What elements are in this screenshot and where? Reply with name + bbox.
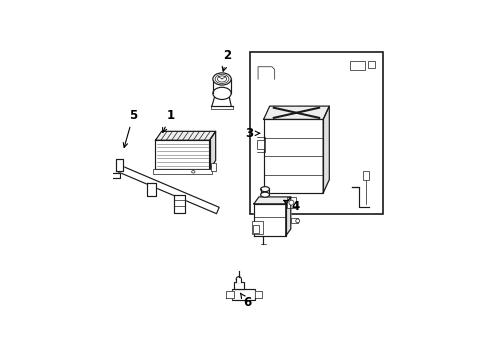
Bar (364, 171, 369, 180)
Polygon shape (119, 166, 219, 214)
Bar (349, 61, 365, 69)
Ellipse shape (192, 171, 195, 173)
Ellipse shape (261, 186, 270, 192)
Polygon shape (255, 291, 262, 298)
Polygon shape (210, 131, 216, 169)
Bar (291, 219, 298, 223)
Polygon shape (323, 106, 329, 193)
Bar (211, 162, 217, 171)
Polygon shape (286, 197, 291, 236)
Text: 3: 3 (245, 127, 260, 140)
Text: 4: 4 (284, 200, 299, 213)
Bar (368, 61, 375, 68)
Text: 2: 2 (222, 49, 232, 71)
Ellipse shape (213, 87, 231, 99)
Polygon shape (108, 173, 120, 177)
Text: 1: 1 (163, 109, 175, 132)
Bar (232, 289, 255, 300)
Bar (252, 225, 259, 233)
Polygon shape (261, 189, 270, 195)
Text: 6: 6 (240, 293, 251, 309)
Bar (287, 197, 296, 208)
Polygon shape (213, 79, 231, 93)
Ellipse shape (289, 200, 294, 205)
Polygon shape (155, 140, 210, 169)
Polygon shape (211, 106, 233, 109)
Text: 5: 5 (123, 109, 137, 148)
Ellipse shape (296, 219, 300, 223)
Ellipse shape (213, 73, 231, 85)
Polygon shape (226, 291, 235, 298)
Bar (153, 169, 212, 174)
Ellipse shape (261, 192, 270, 197)
Ellipse shape (236, 277, 242, 282)
Polygon shape (116, 159, 123, 171)
Polygon shape (236, 279, 242, 282)
Bar (252, 221, 263, 234)
Bar (250, 51, 383, 214)
Polygon shape (264, 120, 323, 193)
Polygon shape (155, 131, 216, 140)
Polygon shape (147, 183, 156, 197)
Polygon shape (174, 195, 185, 213)
Polygon shape (264, 106, 329, 120)
Bar (257, 140, 265, 149)
Polygon shape (254, 204, 286, 236)
Polygon shape (254, 197, 291, 204)
Bar (234, 282, 244, 289)
